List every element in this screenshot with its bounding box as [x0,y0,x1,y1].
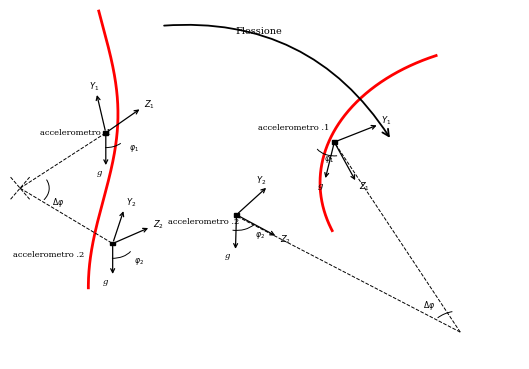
Text: $\varphi_2$: $\varphi_2$ [134,256,144,267]
Text: $\Delta\varphi$: $\Delta\varphi$ [424,299,435,312]
Text: $Y_2$: $Y_2$ [126,197,136,209]
Text: accelerometro .2: accelerometro .2 [13,251,85,259]
Text: $\varphi_1$: $\varphi_1$ [129,143,139,154]
Text: $Y_1$: $Y_1$ [89,80,99,93]
Text: $Z_1$: $Z_1$ [144,98,154,111]
Text: $Z_2$: $Z_2$ [280,234,290,246]
Text: $Z_1$: $Z_1$ [359,180,370,193]
Text: $Z_2$: $Z_2$ [153,218,164,231]
Text: g: g [96,169,102,177]
Bar [234,213,239,217]
Text: Flessione: Flessione [236,27,282,36]
Text: accelerometro .1: accelerometro .1 [258,124,330,132]
Text: $\Delta\varphi$: $\Delta\varphi$ [52,196,64,210]
Bar [103,131,108,135]
Bar [110,242,115,245]
Text: $Y_1$: $Y_1$ [381,115,391,127]
Text: $Y_2$: $Y_2$ [256,175,267,187]
Bar [332,140,337,144]
Text: accelerometro .2: accelerometro .2 [168,218,240,226]
Text: $\varphi_1$: $\varphi_1$ [324,154,334,165]
Text: accelerometro .1: accelerometro .1 [40,129,111,137]
Text: g: g [103,278,108,286]
Text: g: g [224,252,230,261]
Text: $\varphi_2$: $\varphi_2$ [255,230,264,241]
Text: g: g [318,182,323,190]
